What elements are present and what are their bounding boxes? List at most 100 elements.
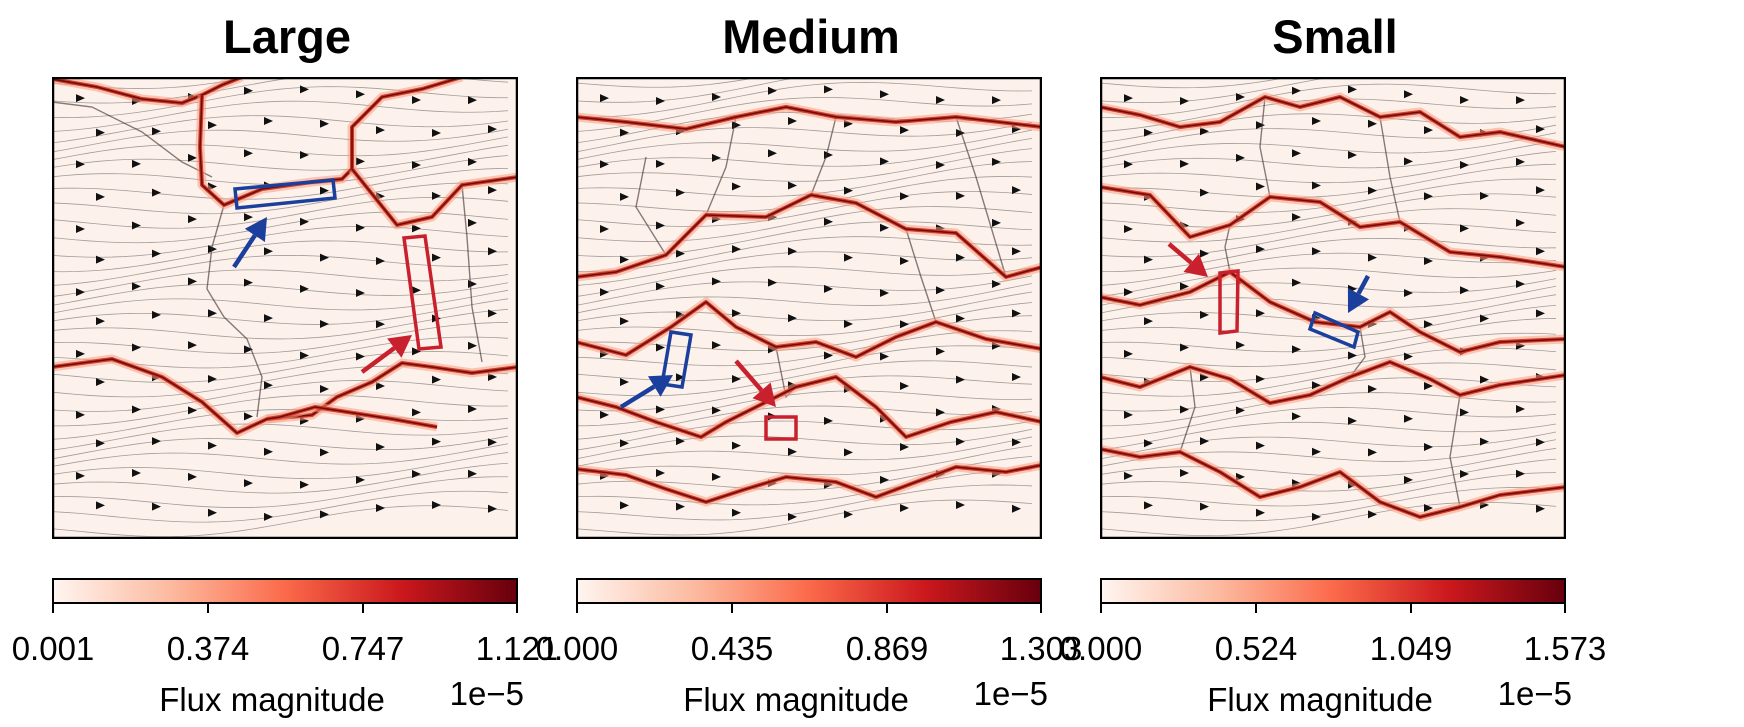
streamline — [1100, 132, 1557, 161]
flow-arrowhead — [300, 480, 309, 489]
pointer-arrow-red — [1167, 242, 1193, 265]
streamline — [1100, 407, 1557, 440]
colorbar-tick-label: 0.000 — [1059, 630, 1143, 667]
flow-arrowhead — [300, 151, 309, 160]
streamline — [52, 167, 509, 200]
flow-arrowhead — [488, 504, 497, 513]
flow-arrowhead — [244, 149, 253, 158]
flow-arrowhead — [1480, 375, 1489, 384]
colorbar-tick-label: 0.524 — [1214, 630, 1298, 667]
flow-arrowhead — [320, 253, 329, 262]
thin-ridge — [810, 116, 837, 196]
streamline — [576, 129, 1033, 161]
flow-arrowhead — [1536, 125, 1545, 134]
streamline — [576, 236, 1033, 273]
flow-arrowhead — [264, 381, 273, 390]
flow-arrowhead — [356, 288, 365, 297]
flow-arrowhead — [1348, 351, 1357, 360]
colorbar-tick-mark — [52, 604, 54, 613]
streamline — [52, 298, 509, 325]
colorbar-bar — [1100, 578, 1566, 604]
flow-arrowhead — [1348, 151, 1357, 160]
streamline — [1100, 77, 1556, 89]
flow-arrowhead — [1292, 86, 1301, 95]
pointer-arrow-red-head — [1183, 253, 1208, 277]
flow-arrowhead — [412, 408, 421, 417]
flow-arrowhead — [1292, 345, 1301, 354]
flow-arrowhead — [264, 247, 273, 256]
flow-arrowhead — [600, 160, 609, 169]
streamline — [576, 137, 1033, 168]
flow-arrowhead — [1312, 247, 1321, 256]
flow-arrowhead — [788, 314, 797, 323]
flow-arrowhead — [936, 96, 945, 105]
flow-arrowhead — [488, 186, 497, 195]
flow-arrowhead — [188, 277, 197, 286]
streamline — [52, 452, 509, 480]
streamline — [576, 405, 1033, 440]
thin-ridge — [1259, 96, 1271, 198]
plot-frame — [1100, 77, 1566, 539]
flow-arrowhead — [320, 510, 329, 519]
flow-arrowhead — [1256, 121, 1265, 130]
flow-arrowhead — [1012, 438, 1021, 447]
flow-arrowhead — [76, 410, 85, 419]
flow-arrowhead — [620, 255, 629, 264]
flow-arrowhead — [376, 443, 385, 452]
flow-arrowhead — [1236, 341, 1245, 350]
flow-arrowhead — [188, 153, 197, 162]
streamline — [576, 77, 1032, 88]
streamline — [52, 136, 509, 161]
flow-arrowhead — [900, 126, 909, 135]
flow-arrowhead — [1200, 502, 1209, 511]
flow-arrowhead — [656, 469, 665, 478]
flow-arrowhead — [1180, 282, 1189, 291]
flow-arrowhead — [880, 157, 889, 166]
panel-title: Medium — [722, 10, 900, 63]
flow-arrowhead — [1256, 441, 1265, 450]
flow-arrowhead — [1180, 96, 1189, 105]
streamline — [52, 351, 509, 383]
flux-boundary-core — [576, 301, 1042, 358]
flow-arrowhead — [1460, 286, 1469, 295]
flux-boundary-core — [1100, 96, 1566, 148]
streamline — [1100, 332, 1557, 367]
flow-arrowhead — [488, 125, 497, 134]
flow-arrowhead — [468, 157, 477, 166]
flow-arrowhead — [1516, 279, 1525, 288]
colorbar-label: Flux magnitude — [1207, 681, 1433, 718]
flow-arrowhead — [936, 408, 945, 417]
colorbar-bar — [52, 578, 518, 604]
flow-arrowhead — [1292, 149, 1301, 158]
flow-arrowhead — [1368, 186, 1377, 195]
flow-arrowhead — [1460, 96, 1469, 105]
flow-arrowhead — [768, 278, 777, 287]
flow-arrowhead — [488, 309, 497, 318]
highlight-box-red — [764, 415, 798, 441]
streamline — [52, 182, 509, 215]
flow-arrowhead — [1144, 501, 1153, 510]
colorbar-tick-label: 0.374 — [166, 630, 250, 667]
streamline — [576, 420, 1033, 451]
flow-arrowhead — [844, 448, 853, 457]
flow-arrowhead — [412, 160, 421, 169]
flow-arrowhead — [244, 278, 253, 287]
colorbar-tick-mark — [1564, 604, 1566, 613]
flow-arrowhead — [76, 288, 85, 297]
flow-arrowhead — [1256, 374, 1265, 383]
flow-arrowhead — [844, 186, 853, 195]
flow-arrowhead — [188, 406, 197, 415]
flow-arrowhead — [1404, 414, 1413, 423]
streamline — [1100, 362, 1557, 397]
flow-arrowhead — [132, 282, 141, 291]
flux-boundary-core — [1100, 361, 1566, 404]
flow-arrowhead — [1312, 181, 1321, 190]
flow-arrowhead — [1312, 447, 1321, 456]
flux-boundary-core — [576, 376, 1042, 438]
flow-arrowhead — [1312, 381, 1321, 390]
colorbar-label: Flux magnitude — [159, 681, 385, 718]
flow-arrowhead — [1348, 85, 1357, 94]
flow-arrowhead — [1144, 439, 1153, 448]
flow-arrowhead — [132, 469, 141, 478]
streamline — [576, 206, 1033, 242]
